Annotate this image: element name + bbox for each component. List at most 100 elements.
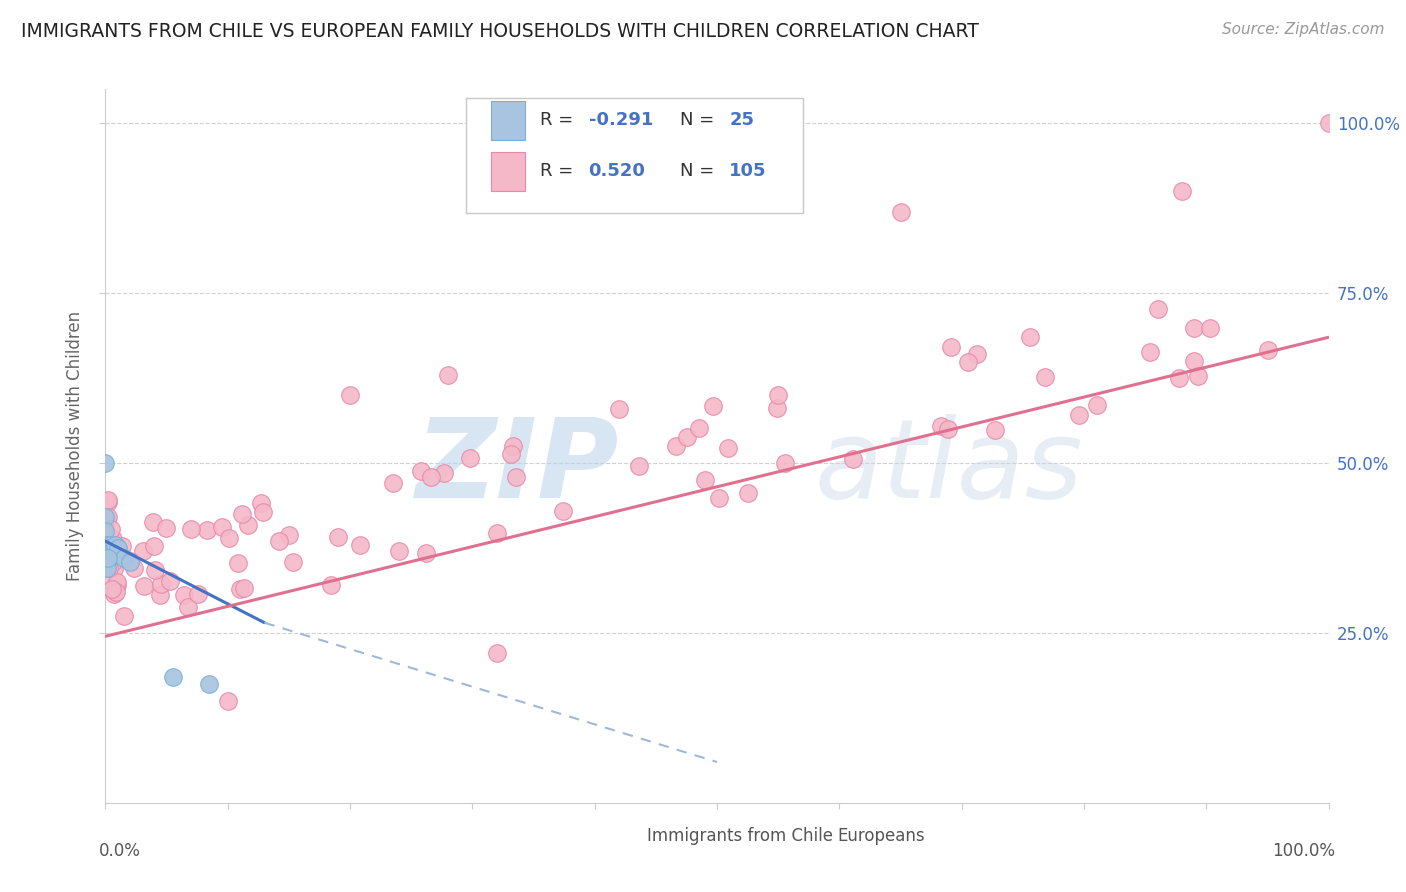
Point: [100, 522, 122, 536]
Point: [107, 541, 129, 555]
Point: [118, 554, 141, 568]
Point: [737, 486, 759, 500]
Point: [111, 539, 134, 553]
Point: [231, 507, 253, 521]
Point: [211, 520, 233, 534]
Point: [1182, 354, 1205, 368]
Point: [278, 528, 301, 542]
Point: [889, 204, 911, 219]
FancyBboxPatch shape: [467, 98, 803, 213]
Point: [218, 531, 240, 545]
Point: [103, 544, 125, 558]
Text: 0.520: 0.520: [589, 162, 645, 180]
Point: [607, 401, 630, 416]
Point: [187, 587, 209, 601]
Point: [768, 388, 790, 402]
Point: [773, 456, 796, 470]
Point: [1182, 321, 1205, 335]
Text: ZIP: ZIP: [416, 414, 619, 521]
Point: [97, 495, 120, 509]
Text: R =: R =: [540, 112, 579, 129]
Point: [1147, 301, 1170, 316]
Point: [97, 544, 120, 558]
Point: [96, 572, 118, 586]
Point: [97, 493, 120, 508]
Point: [98, 537, 121, 551]
Point: [502, 439, 524, 453]
FancyBboxPatch shape: [491, 152, 524, 191]
Point: [551, 504, 574, 518]
Y-axis label: Family Households with Children: Family Households with Children: [66, 311, 84, 581]
Point: [349, 538, 371, 552]
Point: [676, 430, 699, 444]
Point: [198, 677, 221, 691]
Point: [252, 505, 274, 519]
Point: [98, 544, 121, 558]
Point: [388, 543, 411, 558]
Point: [118, 555, 141, 569]
Text: Immigrants from Chile: Immigrants from Chile: [647, 827, 834, 845]
Text: 105: 105: [730, 162, 766, 180]
Point: [104, 537, 127, 551]
Point: [1069, 408, 1091, 422]
Point: [105, 577, 128, 591]
Point: [665, 439, 688, 453]
Point: [103, 562, 125, 576]
Point: [112, 551, 135, 566]
Point: [97, 548, 120, 562]
Point: [415, 546, 437, 560]
Point: [929, 419, 952, 434]
Point: [104, 585, 127, 599]
Point: [94, 530, 117, 544]
Point: [1171, 184, 1194, 198]
Point: [101, 555, 124, 569]
Text: -0.291: -0.291: [589, 112, 652, 129]
Point: [94, 558, 117, 572]
Point: [627, 458, 650, 473]
Point: [105, 540, 128, 554]
Point: [226, 556, 249, 570]
Point: [180, 523, 202, 537]
Point: [1085, 398, 1108, 412]
Point: [1167, 371, 1189, 385]
Point: [233, 581, 256, 595]
Point: [236, 518, 259, 533]
Point: [941, 340, 963, 354]
Point: [956, 355, 979, 369]
Point: [98, 561, 121, 575]
Point: [433, 467, 456, 481]
Point: [1199, 321, 1222, 335]
Text: R =: R =: [540, 162, 579, 180]
Point: [841, 452, 863, 467]
Point: [688, 421, 710, 435]
Point: [1019, 330, 1042, 344]
Point: [173, 588, 195, 602]
Point: [143, 539, 166, 553]
Point: [98, 551, 121, 566]
Point: [766, 401, 789, 416]
Text: IMMIGRANTS FROM CHILE VS EUROPEAN FAMILY HOUSEHOLDS WITH CHILDREN CORRELATION CH: IMMIGRANTS FROM CHILE VS EUROPEAN FAMILY…: [21, 22, 979, 41]
Point: [1257, 343, 1279, 358]
Point: [96, 545, 118, 559]
Point: [103, 587, 125, 601]
Point: [437, 368, 460, 382]
Point: [145, 563, 167, 577]
Point: [100, 544, 122, 558]
Text: 25: 25: [730, 112, 754, 129]
Text: atlas: atlas: [815, 414, 1084, 521]
Point: [132, 579, 155, 593]
Point: [97, 551, 120, 566]
Point: [98, 541, 121, 555]
Point: [319, 577, 342, 591]
Point: [101, 548, 124, 562]
Point: [339, 388, 361, 402]
Point: [96, 512, 118, 526]
Point: [94, 524, 117, 538]
Point: [131, 543, 153, 558]
Point: [101, 532, 124, 546]
FancyBboxPatch shape: [613, 822, 640, 849]
Text: Source: ZipAtlas.com: Source: ZipAtlas.com: [1222, 22, 1385, 37]
Point: [1317, 116, 1340, 130]
Point: [112, 609, 135, 624]
Point: [122, 561, 145, 575]
